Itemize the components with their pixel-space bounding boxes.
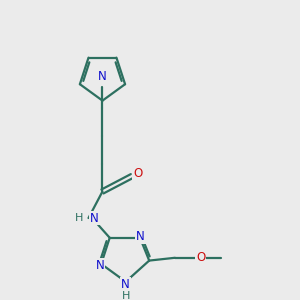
Text: O: O xyxy=(134,167,142,180)
Text: N: N xyxy=(121,278,130,291)
Text: N: N xyxy=(98,70,107,83)
Text: H: H xyxy=(122,291,130,300)
Text: N: N xyxy=(95,259,104,272)
Text: O: O xyxy=(196,251,206,264)
Text: N: N xyxy=(136,230,145,243)
Text: N: N xyxy=(90,212,99,224)
Text: H: H xyxy=(74,213,83,223)
